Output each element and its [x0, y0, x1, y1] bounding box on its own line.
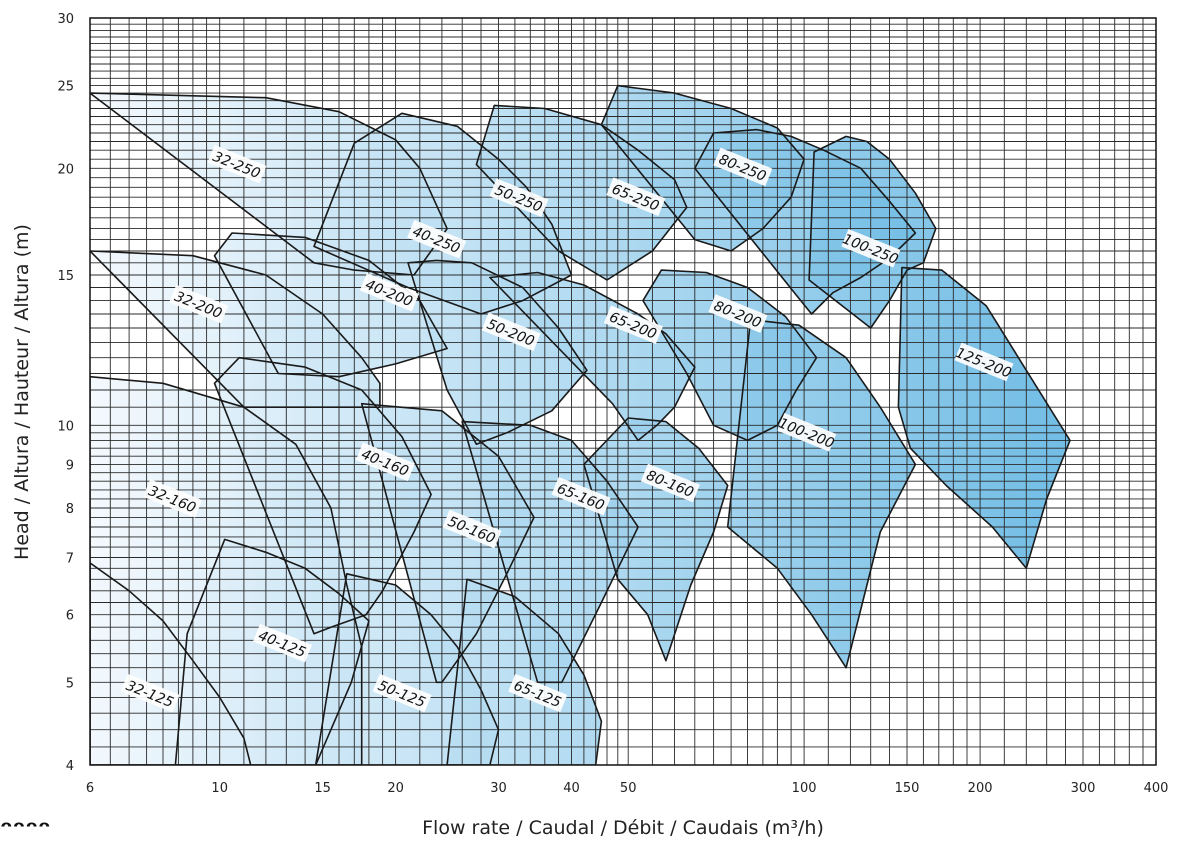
region-outline-50-125 — [314, 572, 500, 765]
region-outline-32-250 — [90, 92, 448, 276]
region-outline-50-250 — [475, 104, 688, 281]
curve-label-background — [169, 284, 229, 324]
logo-fragment: ᵔᵔᵔᵔ — [0, 816, 51, 846]
curve-label-background — [489, 178, 549, 218]
y-tick-label: 9 — [66, 458, 74, 473]
x-tick-label: 300 — [1071, 781, 1096, 796]
x-tick-label: 150 — [895, 781, 920, 796]
region-outline-100-200 — [726, 318, 917, 669]
region-outline-65-160 — [461, 420, 639, 684]
curve-label-background — [841, 228, 901, 268]
region-outline-80-250 — [693, 128, 917, 315]
curve-label-background — [207, 144, 267, 184]
x-tick-label: 15 — [314, 781, 331, 796]
curve-label-background — [606, 177, 666, 217]
region-outline-65-200 — [489, 271, 696, 442]
region-outline-32-160 — [90, 375, 363, 765]
curve-label-background — [442, 509, 502, 549]
curve-label-background — [713, 147, 773, 187]
region-outline-32-125 — [90, 562, 252, 765]
x-tick-label: 400 — [1144, 781, 1169, 796]
x-tick-label: 20 — [387, 781, 404, 796]
region-outline-80-160 — [583, 417, 729, 662]
region-outline-40-125 — [174, 538, 370, 765]
y-tick-label: 30 — [57, 12, 74, 27]
curve-label-background — [508, 673, 568, 713]
curve-label-background — [120, 673, 180, 713]
curve-label-background — [372, 673, 432, 713]
region-65-125 — [447, 579, 602, 765]
region-100-250 — [809, 136, 936, 328]
curve-label-background — [355, 442, 415, 482]
x-tick-label: 30 — [490, 781, 507, 796]
region-outline-40-200 — [213, 232, 448, 378]
tick-label-layer: 6 10 15 20 30 40 50 100 150 200 300 400 4 5 6 7 8 9 10 15 20… — [57, 12, 1168, 796]
y-tick-label: 4 — [66, 759, 74, 774]
region-80-200 — [643, 270, 817, 441]
region-outline-65-250 — [600, 84, 805, 252]
region-65-200 — [489, 272, 695, 441]
y-tick-label: 20 — [57, 162, 74, 177]
y-axis-title: Head / Altura / Hauteur / Altura (m) — [11, 224, 33, 560]
x-tick-label: 40 — [563, 781, 580, 796]
region-80-160 — [583, 418, 728, 661]
region-outline-50-200 — [407, 259, 588, 446]
x-tick-label: 10 — [211, 781, 228, 796]
region-50-200 — [408, 260, 587, 445]
x-tick-label: 50 — [620, 781, 637, 796]
region-outline-80-200 — [642, 269, 818, 442]
x-tick-label: 200 — [968, 781, 993, 796]
curve-label-background — [359, 272, 419, 312]
y-tick-label: 7 — [66, 552, 74, 567]
region-outline-100-250 — [808, 135, 937, 329]
x-tick-label: 100 — [792, 781, 817, 796]
curve-label-background — [252, 623, 313, 663]
y-tick-label: 6 — [66, 609, 74, 624]
curve-label-background — [407, 219, 467, 259]
curve-label-background — [143, 479, 203, 518]
y-tick-label: 8 — [66, 502, 74, 517]
region-40-200 — [214, 233, 448, 377]
y-tick-label: 15 — [57, 269, 74, 284]
outline-layer — [90, 84, 1071, 765]
x-axis-title: Flow rate / Caudal / Débit / Caudais (m³… — [422, 817, 824, 839]
region-125-200 — [898, 267, 1070, 569]
region-outline-125-200 — [897, 266, 1071, 570]
region-outline-40-160 — [213, 356, 432, 635]
curve-label-background — [603, 305, 663, 345]
curve-label-background — [640, 463, 700, 503]
curve-label-background — [551, 476, 611, 516]
curve-label-background — [481, 312, 541, 352]
x-tick-label: 6 — [86, 781, 94, 796]
curve-label-background — [954, 342, 1014, 382]
curve-label-background — [777, 413, 837, 452]
y-tick-label: 10 — [57, 419, 74, 434]
curve-label-background — [708, 294, 768, 333]
y-tick-label: 5 — [66, 676, 74, 691]
region-40-250 — [314, 113, 572, 314]
region-outline-65-125 — [446, 578, 603, 765]
y-tick-label: 25 — [57, 80, 74, 95]
